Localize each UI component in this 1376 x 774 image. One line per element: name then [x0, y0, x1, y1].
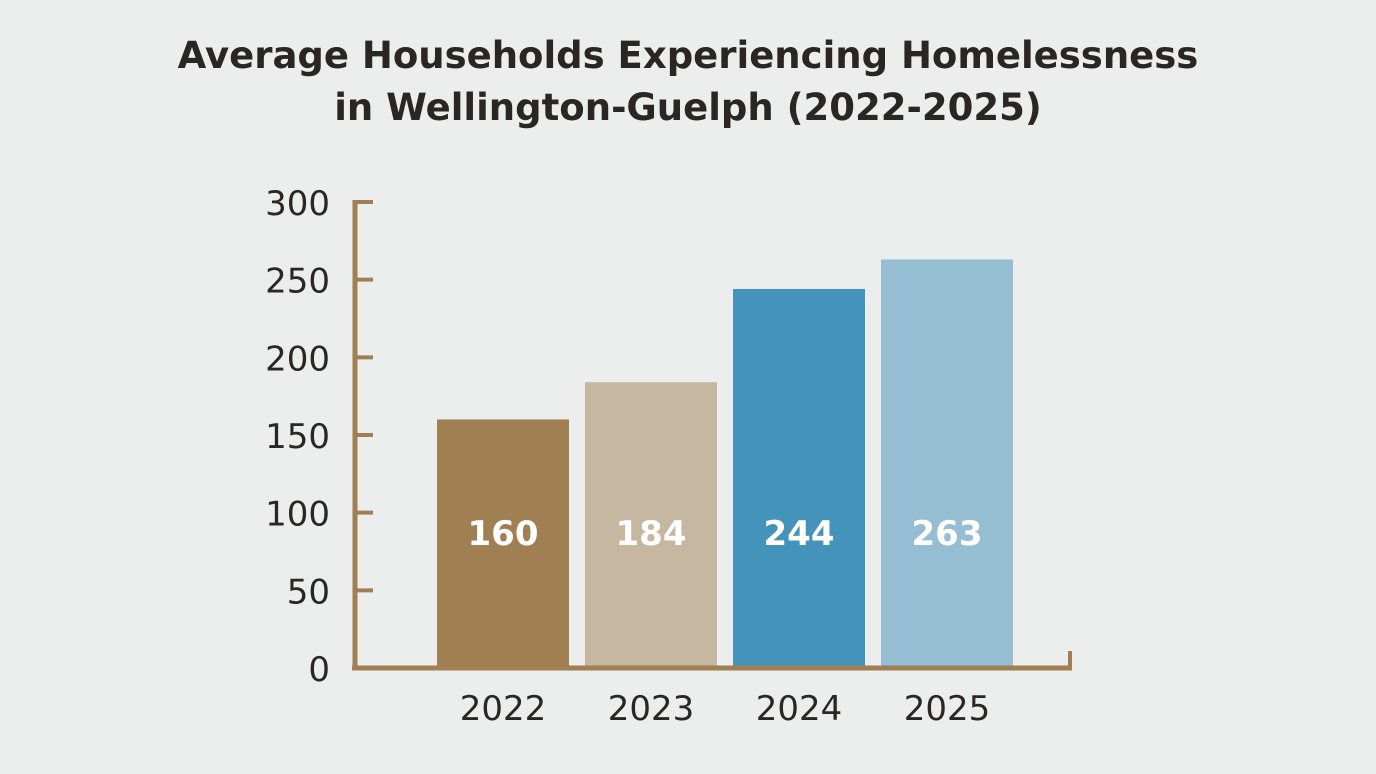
- y-tick-label-250: 250: [265, 262, 330, 302]
- chart-title: Average Households Experiencing Homeless…: [0, 30, 1376, 134]
- y-tick-label-200: 200: [265, 339, 330, 379]
- chart-title-line-2: in Wellington-Guelph (2022-2025): [334, 86, 1042, 129]
- bar-2025: [881, 259, 1013, 668]
- bar-2022: [437, 419, 569, 668]
- y-tick-label-50: 50: [287, 572, 330, 612]
- x-tick-label-2025: 2025: [904, 689, 991, 729]
- x-tick-label-2024: 2024: [756, 689, 843, 729]
- data-label-2022: 160: [468, 514, 539, 554]
- data-label-2023: 184: [616, 514, 687, 554]
- y-tick-label-150: 150: [265, 417, 330, 457]
- bar-2024: [733, 288, 865, 668]
- y-tick-label-100: 100: [265, 495, 330, 535]
- y-tick-label-300: 300: [265, 184, 330, 224]
- bar-2023: [585, 382, 717, 668]
- x-tick-label-2022: 2022: [460, 689, 547, 729]
- chart-title-line-1: Average Households Experiencing Homeless…: [177, 34, 1199, 77]
- x-tick-label-2023: 2023: [608, 689, 695, 729]
- data-label-2024: 244: [764, 514, 835, 554]
- data-label-2025: 263: [912, 514, 983, 554]
- y-tick-label-0: 0: [308, 650, 330, 690]
